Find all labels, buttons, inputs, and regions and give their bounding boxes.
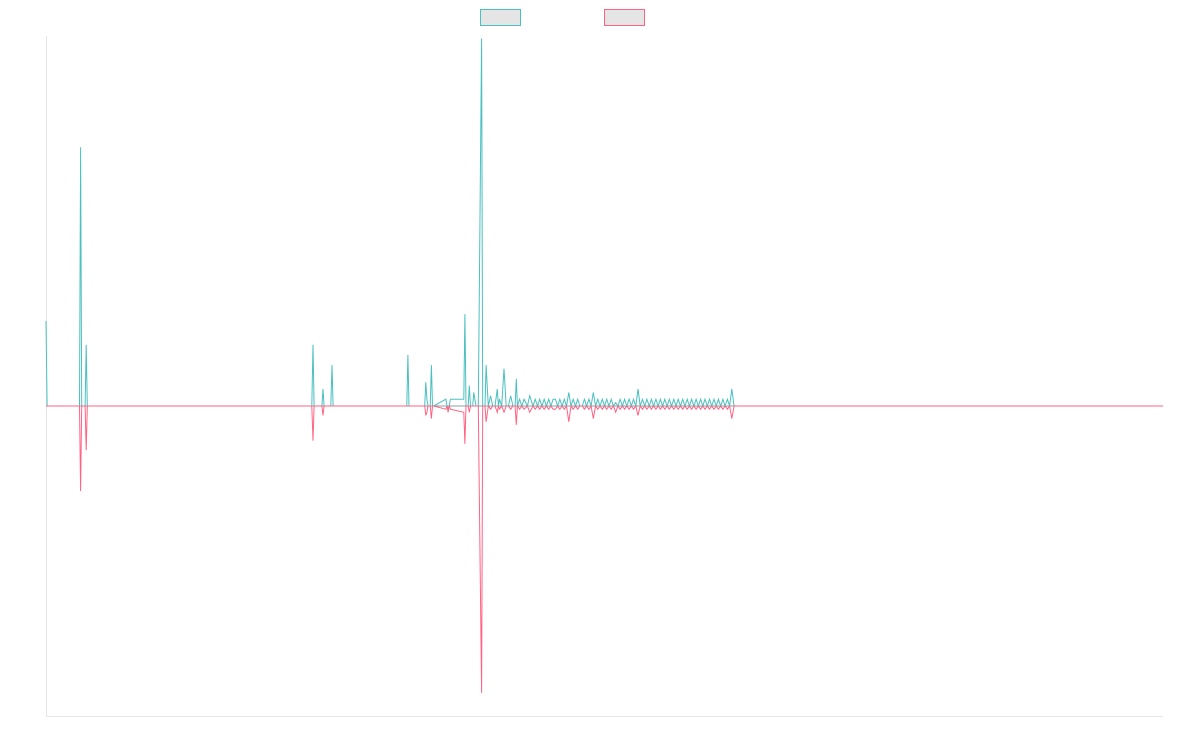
series-line-2 (46, 404, 1163, 693)
legend-swatch-series-1[interactable] (480, 9, 521, 26)
series-layer (45, 38, 1163, 693)
series-line-1 (45, 38, 1163, 411)
axes (46, 36, 1163, 717)
legend-swatch-series-2[interactable] (604, 9, 645, 26)
legend (480, 9, 645, 26)
